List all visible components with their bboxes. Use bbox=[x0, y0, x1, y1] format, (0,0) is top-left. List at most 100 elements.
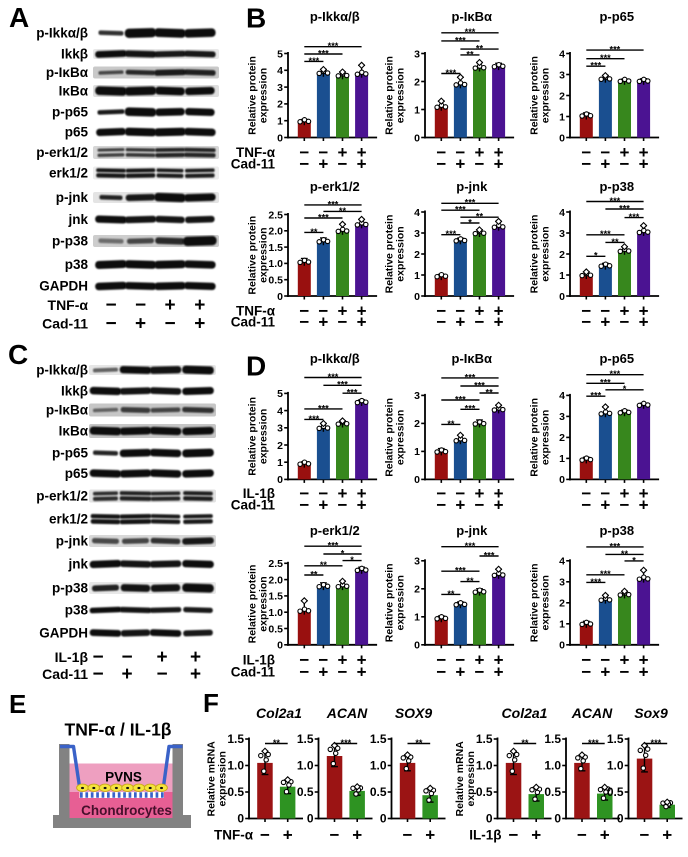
svg-text:**: ** bbox=[521, 738, 529, 748]
svg-text:IL-1β: IL-1β bbox=[469, 828, 501, 843]
svg-text:Cad-11: Cad-11 bbox=[231, 157, 276, 172]
svg-text:2: 2 bbox=[559, 90, 565, 102]
svg-text:*: * bbox=[623, 384, 627, 394]
svg-text:+: + bbox=[639, 663, 649, 682]
svg-text:***: *** bbox=[590, 61, 601, 71]
svg-text:−: − bbox=[640, 826, 650, 845]
svg-text:p-p65: p-p65 bbox=[52, 446, 88, 461]
svg-text:−: − bbox=[581, 650, 591, 669]
svg-text:0: 0 bbox=[237, 811, 244, 825]
svg-text:2: 2 bbox=[559, 598, 565, 610]
svg-text:5: 5 bbox=[277, 388, 283, 400]
svg-text:Relative proteinexpression: Relative proteinexpression bbox=[384, 398, 407, 477]
svg-text:+: + bbox=[318, 155, 328, 174]
svg-text:+: + bbox=[494, 143, 504, 162]
svg-text:IL-1β: IL-1β bbox=[243, 652, 275, 667]
svg-text:+: + bbox=[494, 495, 504, 514]
svg-text:Col2a1: Col2a1 bbox=[256, 705, 302, 721]
svg-text:+: + bbox=[194, 314, 205, 335]
svg-text:−: − bbox=[92, 664, 103, 685]
svg-text:0.5: 0.5 bbox=[268, 623, 283, 635]
svg-text:p-erk1/2: p-erk1/2 bbox=[36, 145, 88, 160]
svg-text:0: 0 bbox=[414, 474, 420, 486]
svg-text:0: 0 bbox=[559, 640, 565, 652]
svg-text:***: *** bbox=[318, 48, 329, 58]
svg-text:IκBα: IκBα bbox=[59, 424, 89, 439]
svg-text:1.5: 1.5 bbox=[297, 732, 314, 746]
svg-text:−: − bbox=[338, 313, 348, 332]
svg-text:**: ** bbox=[476, 212, 484, 222]
svg-text:p-jnk: p-jnk bbox=[56, 534, 89, 549]
svg-text:1: 1 bbox=[277, 457, 283, 469]
svg-text:0: 0 bbox=[559, 474, 565, 486]
svg-text:p-Ikkα/β: p-Ikkα/β bbox=[310, 351, 360, 366]
svg-text:−: − bbox=[436, 650, 446, 669]
svg-text:0: 0 bbox=[277, 291, 283, 303]
svg-text:1.0: 1.0 bbox=[544, 758, 561, 772]
svg-text:0: 0 bbox=[486, 811, 493, 825]
svg-text:−: − bbox=[436, 301, 446, 320]
svg-text:*: * bbox=[632, 555, 636, 565]
svg-text:p38: p38 bbox=[65, 257, 89, 272]
svg-text:***: *** bbox=[590, 391, 601, 401]
svg-text:p-p65: p-p65 bbox=[599, 9, 634, 24]
svg-text:+: + bbox=[338, 301, 348, 320]
svg-text:0.5: 0.5 bbox=[544, 785, 561, 799]
svg-text:2: 2 bbox=[414, 418, 420, 430]
svg-text:+: + bbox=[600, 313, 610, 332]
svg-text:p-Ikkα/β: p-Ikkα/β bbox=[36, 26, 88, 41]
svg-text:+: + bbox=[494, 313, 504, 332]
svg-text:−: − bbox=[620, 663, 630, 682]
svg-text:3: 3 bbox=[414, 556, 420, 568]
svg-text:3: 3 bbox=[559, 411, 565, 423]
svg-text:**: ** bbox=[611, 237, 619, 247]
svg-text:1.0: 1.0 bbox=[607, 758, 624, 772]
svg-text:Relative mRNAexpression: Relative mRNAexpression bbox=[206, 741, 229, 817]
svg-text:IκBα: IκBα bbox=[59, 84, 89, 99]
svg-text:p-p38: p-p38 bbox=[599, 523, 634, 538]
svg-text:−: − bbox=[581, 663, 591, 682]
svg-text:A: A bbox=[9, 2, 29, 33]
svg-text:***: *** bbox=[619, 203, 630, 213]
svg-text:1.5: 1.5 bbox=[476, 732, 493, 746]
svg-text:+: + bbox=[318, 495, 328, 514]
svg-text:−: − bbox=[455, 143, 465, 162]
svg-text:2.5: 2.5 bbox=[268, 209, 283, 221]
svg-text:0: 0 bbox=[277, 132, 283, 144]
svg-text:1.0: 1.0 bbox=[268, 258, 283, 270]
svg-text:+: + bbox=[494, 650, 504, 669]
svg-text:−: − bbox=[620, 313, 630, 332]
svg-text:+: + bbox=[357, 663, 367, 682]
svg-text:E: E bbox=[9, 689, 26, 719]
svg-text:Cad-11: Cad-11 bbox=[231, 665, 276, 680]
svg-text:0.5: 0.5 bbox=[607, 785, 624, 799]
svg-text:**: ** bbox=[273, 738, 281, 748]
svg-text:1: 1 bbox=[414, 270, 420, 282]
svg-text:Relative proteinexpression: Relative proteinexpression bbox=[384, 56, 407, 135]
svg-text:0.5: 0.5 bbox=[227, 785, 244, 799]
svg-text:p-Ikkα/β: p-Ikkα/β bbox=[36, 363, 88, 378]
svg-text:2: 2 bbox=[559, 432, 565, 444]
svg-text:1.0: 1.0 bbox=[370, 758, 387, 772]
svg-text:−: − bbox=[299, 495, 309, 514]
svg-text:−: − bbox=[475, 313, 485, 332]
svg-text:Col2a1: Col2a1 bbox=[502, 705, 548, 721]
svg-text:Cad-11: Cad-11 bbox=[231, 497, 276, 512]
svg-text:+: + bbox=[352, 826, 362, 845]
svg-text:−: − bbox=[436, 155, 446, 174]
svg-text:0: 0 bbox=[414, 132, 420, 144]
svg-text:**: ** bbox=[447, 589, 455, 599]
svg-text:−: − bbox=[475, 155, 485, 174]
svg-text:4: 4 bbox=[277, 405, 283, 417]
svg-text:0: 0 bbox=[559, 132, 565, 144]
svg-text:+: + bbox=[190, 647, 201, 668]
svg-text:3: 3 bbox=[277, 423, 283, 435]
svg-text:**: ** bbox=[415, 738, 423, 748]
svg-text:3: 3 bbox=[277, 82, 283, 94]
svg-text:4: 4 bbox=[277, 65, 283, 77]
svg-text:+: + bbox=[455, 663, 465, 682]
svg-text:+: + bbox=[190, 664, 201, 685]
svg-text:***: *** bbox=[455, 394, 466, 404]
svg-text:+: + bbox=[318, 313, 328, 332]
svg-text:***: *** bbox=[629, 212, 640, 222]
